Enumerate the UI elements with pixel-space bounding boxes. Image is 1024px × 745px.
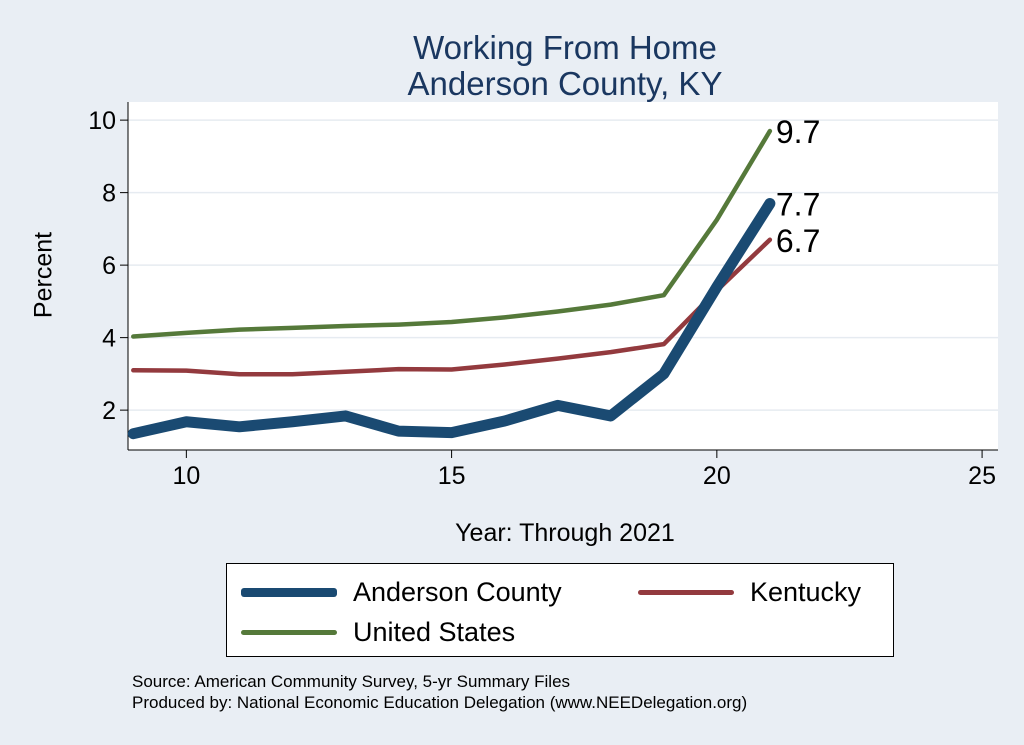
- legend-label-kentucky: Kentucky: [750, 577, 862, 607]
- plot-area: [128, 102, 998, 450]
- source-line: Source: American Community Survey, 5-yr …: [132, 672, 571, 691]
- x-tick-label: 20: [703, 462, 731, 490]
- legend-item-united-states: United States: [241, 617, 515, 648]
- x-tick-label: 10: [172, 462, 200, 490]
- end-label-kentucky: 6.7: [776, 223, 820, 259]
- legend: Anderson County Kentucky United States: [226, 563, 894, 657]
- legend-swatch-united-states: [241, 630, 337, 635]
- legend-swatch-anderson-county: [241, 588, 337, 597]
- y-axis-label: Percent: [29, 231, 58, 319]
- y-tick-label: 8: [102, 180, 116, 208]
- series-line-united-states: [131, 128, 773, 339]
- y-tick-label: 6: [102, 252, 116, 280]
- source-note: Source: American Community Survey, 5-yr …: [132, 671, 747, 713]
- y-tick-label: 2: [102, 397, 116, 425]
- y-tick-label: 10: [88, 107, 116, 135]
- x-tick-label: 15: [438, 462, 466, 490]
- series-line-anderson-county: [127, 198, 776, 440]
- legend-label-united-states: United States: [353, 617, 516, 647]
- legend-label-anderson-county: Anderson County: [353, 577, 562, 607]
- y-tick-label: 4: [102, 325, 116, 353]
- end-label-united-states: 9.7: [776, 114, 820, 150]
- x-tick-label: 25: [968, 462, 996, 490]
- series-line-kentucky: [131, 237, 773, 377]
- chart-title: Working From Home: [413, 29, 717, 66]
- chart-subtitle: Anderson County, KY: [407, 65, 723, 102]
- legend-item-anderson-county: Anderson County: [241, 577, 562, 608]
- legend-item-kentucky: Kentucky: [638, 577, 861, 608]
- legend-swatch-kentucky: [638, 590, 734, 595]
- x-axis-label: Year: Through 2021: [455, 519, 675, 547]
- end-label-anderson-county: 7.7: [776, 187, 820, 223]
- producer-line: Produced by: National Economic Education…: [132, 693, 748, 712]
